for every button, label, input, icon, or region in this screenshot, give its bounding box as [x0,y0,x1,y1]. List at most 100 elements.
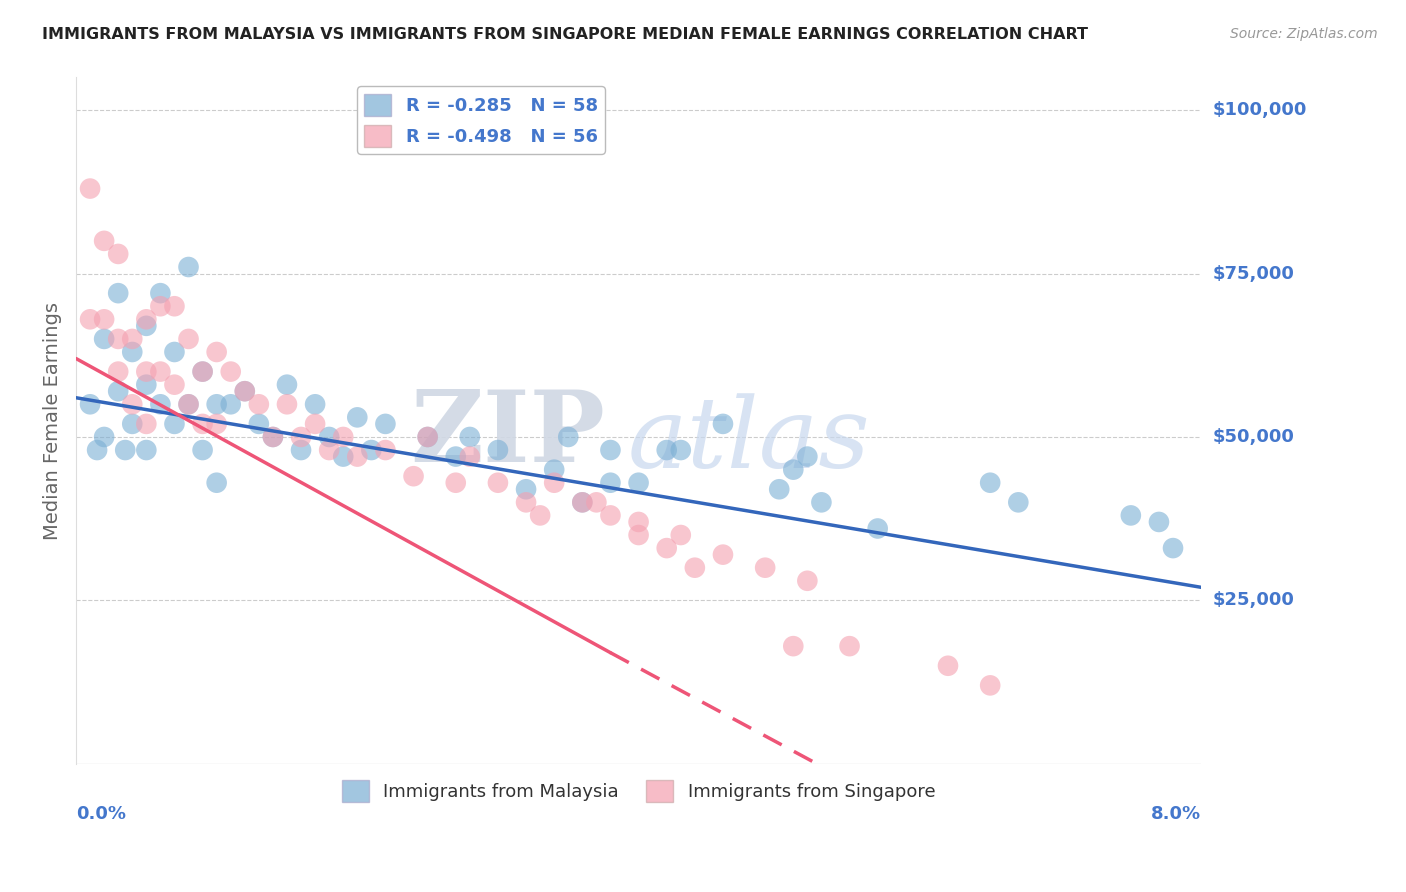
Point [135,377,157,392]
Point [486,475,509,490]
Point [346,450,368,464]
Point [149,365,172,379]
Point [233,384,256,399]
Point [796,450,818,464]
Point [177,260,200,274]
Point [486,443,509,458]
Point [135,312,157,326]
Legend: Immigrants from Malaysia, Immigrants from Singapore: Immigrants from Malaysia, Immigrants fro… [335,773,942,810]
Point [669,528,692,542]
Point [754,560,776,574]
Point [936,658,959,673]
Point [782,463,804,477]
Text: atlas: atlas [627,393,870,489]
Point [247,417,270,431]
Point [107,286,129,301]
Point [304,417,326,431]
Point [163,417,186,431]
Point [93,312,115,326]
Point [304,397,326,411]
Point [669,443,692,458]
Point [627,515,650,529]
Point [627,528,650,542]
Point [290,430,312,444]
Point [107,384,129,399]
Point [599,443,621,458]
Point [219,397,242,411]
Point [810,495,832,509]
Point [135,417,157,431]
Point [627,475,650,490]
Point [838,639,860,653]
Point [557,430,579,444]
Point [121,345,143,359]
Point [318,430,340,444]
Point [276,397,298,411]
Point [114,443,136,458]
Point [149,299,172,313]
Point [107,365,129,379]
Text: 8.0%: 8.0% [1152,805,1201,823]
Point [360,443,382,458]
Text: $75,000: $75,000 [1212,265,1294,283]
Point [79,181,101,195]
Point [247,397,270,411]
Point [571,495,593,509]
Point [205,417,228,431]
Point [979,475,1001,490]
Point [107,332,129,346]
Point [796,574,818,588]
Point [205,345,228,359]
Point [529,508,551,523]
Text: $100,000: $100,000 [1212,101,1306,120]
Point [86,443,108,458]
Y-axis label: Median Female Earnings: Median Female Earnings [44,301,62,540]
Point [1119,508,1142,523]
Point [107,247,129,261]
Text: 0.0%: 0.0% [76,805,127,823]
Point [205,475,228,490]
Point [416,430,439,444]
Point [121,397,143,411]
Point [444,475,467,490]
Point [163,377,186,392]
Point [543,475,565,490]
Point [93,430,115,444]
Point [177,397,200,411]
Point [163,299,186,313]
Point [177,332,200,346]
Point [599,508,621,523]
Point [191,365,214,379]
Point [135,365,157,379]
Point [515,483,537,497]
Point [93,332,115,346]
Point [543,463,565,477]
Point [346,410,368,425]
Point [205,397,228,411]
Point [711,548,734,562]
Point [276,377,298,392]
Point [655,443,678,458]
Point [318,443,340,458]
Point [374,417,396,431]
Point [163,345,186,359]
Point [444,450,467,464]
Point [979,678,1001,692]
Point [191,417,214,431]
Point [768,483,790,497]
Point [290,443,312,458]
Point [458,450,481,464]
Point [79,312,101,326]
Text: $50,000: $50,000 [1212,428,1294,446]
Point [711,417,734,431]
Point [233,384,256,399]
Point [135,443,157,458]
Text: ZIP: ZIP [411,386,605,483]
Point [332,430,354,444]
Point [262,430,284,444]
Point [416,430,439,444]
Point [219,365,242,379]
Point [866,521,889,535]
Point [599,475,621,490]
Point [585,495,607,509]
